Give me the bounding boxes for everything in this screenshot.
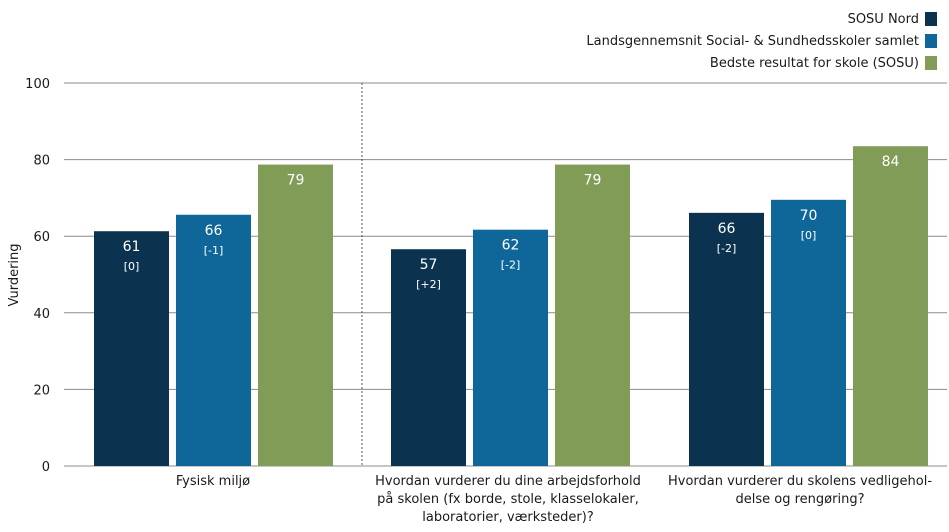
y-axis-label: Vurdering bbox=[7, 243, 22, 306]
bar bbox=[771, 199, 846, 466]
data-sublabel: [0] bbox=[124, 260, 140, 273]
legend-swatch bbox=[925, 56, 937, 70]
bar bbox=[176, 214, 251, 466]
bar bbox=[689, 212, 764, 466]
data-sublabel: [0] bbox=[801, 229, 817, 242]
legend-item-bedste-resultat: Bedste resultat for skole (SOSU) bbox=[337, 52, 937, 74]
data-label: 79 bbox=[584, 173, 602, 189]
legend-label: SOSU Nord bbox=[847, 11, 919, 27]
data-label: 66 bbox=[205, 223, 223, 239]
y-tick-label: 20 bbox=[33, 383, 50, 398]
y-tick-label: 60 bbox=[33, 230, 50, 245]
data-sublabel: [-2] bbox=[501, 259, 521, 272]
bar bbox=[473, 229, 548, 466]
y-tick-label: 80 bbox=[33, 154, 50, 169]
legend-swatch bbox=[925, 12, 937, 26]
data-label: 79 bbox=[287, 173, 305, 189]
legend-item-sosu-nord: SOSU Nord bbox=[337, 8, 937, 30]
y-tick-label: 40 bbox=[33, 307, 50, 322]
data-label: 84 bbox=[882, 154, 900, 170]
data-label: 66 bbox=[718, 221, 736, 237]
bar bbox=[94, 231, 169, 466]
category-label: Hvordan vurderer du skolens vedligehol- … bbox=[667, 474, 933, 507]
data-label: 57 bbox=[420, 257, 438, 273]
legend-label: Bedste resultat for skole (SOSU) bbox=[709, 55, 919, 71]
y-tick-label: 0 bbox=[42, 460, 50, 475]
data-label: 61 bbox=[123, 239, 141, 255]
category-label: Hvordan vurderer du dine arbejdsforhold … bbox=[375, 474, 641, 525]
data-label: 70 bbox=[800, 208, 818, 224]
category-label: Fysisk miljø bbox=[175, 474, 251, 489]
y-tick-label: 100 bbox=[25, 77, 50, 92]
bar bbox=[853, 146, 928, 466]
data-sublabel: [+2] bbox=[416, 278, 441, 291]
bar bbox=[258, 164, 333, 467]
data-sublabel: [-2] bbox=[717, 242, 737, 255]
bar bbox=[391, 249, 466, 466]
legend-label: Landsgennemsnit Social- & Sundhedsskoler… bbox=[586, 33, 919, 49]
legend-swatch bbox=[925, 34, 937, 48]
legend: SOSU Nord Landsgennemsnit Social- & Sund… bbox=[337, 8, 937, 74]
data-label: 62 bbox=[502, 238, 520, 254]
legend-item-landsgennemsnit: Landsgennemsnit Social- & Sundhedsskoler… bbox=[337, 30, 937, 52]
bar bbox=[555, 164, 630, 467]
data-sublabel: [-1] bbox=[204, 244, 224, 257]
